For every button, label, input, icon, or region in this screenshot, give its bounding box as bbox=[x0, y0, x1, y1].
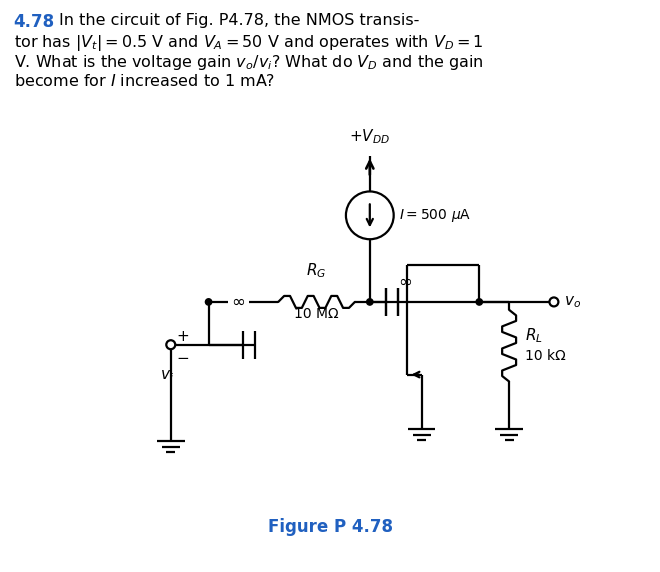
Text: In the circuit of Fig. P4.78, the NMOS transis-: In the circuit of Fig. P4.78, the NMOS t… bbox=[59, 13, 420, 29]
Text: ∞: ∞ bbox=[232, 293, 246, 311]
Text: $R_L$: $R_L$ bbox=[525, 327, 543, 345]
Circle shape bbox=[476, 299, 482, 305]
Circle shape bbox=[366, 299, 373, 305]
Text: $v_i$: $v_i$ bbox=[160, 369, 174, 384]
Circle shape bbox=[166, 340, 176, 349]
Text: 4.78: 4.78 bbox=[14, 13, 55, 31]
Text: $v_o$: $v_o$ bbox=[564, 294, 581, 310]
Text: $R_G$: $R_G$ bbox=[306, 261, 326, 280]
Text: Figure P 4.78: Figure P 4.78 bbox=[267, 518, 393, 536]
Circle shape bbox=[549, 297, 558, 307]
Text: $+V_{DD}$: $+V_{DD}$ bbox=[349, 127, 390, 146]
Text: ∞: ∞ bbox=[398, 273, 412, 291]
Circle shape bbox=[205, 299, 212, 305]
Text: tor has $|V_t| = 0.5$ V and $V_A = 50$ V and operates with $V_D = 1$: tor has $|V_t| = 0.5$ V and $V_A = 50$ V… bbox=[14, 33, 483, 53]
Text: 10 kΩ: 10 kΩ bbox=[525, 349, 566, 363]
Text: become for $I$ increased to 1 mA?: become for $I$ increased to 1 mA? bbox=[14, 73, 275, 89]
Text: 10 MΩ: 10 MΩ bbox=[294, 307, 339, 321]
Text: V. What is the voltage gain $v_o/v_i$? What do $V_D$ and the gain: V. What is the voltage gain $v_o/v_i$? W… bbox=[14, 53, 483, 72]
Text: $I = 500\ \mu\mathrm{A}$: $I = 500\ \mu\mathrm{A}$ bbox=[399, 207, 471, 224]
Text: $-$: $-$ bbox=[176, 349, 189, 364]
Text: +: + bbox=[176, 329, 189, 344]
